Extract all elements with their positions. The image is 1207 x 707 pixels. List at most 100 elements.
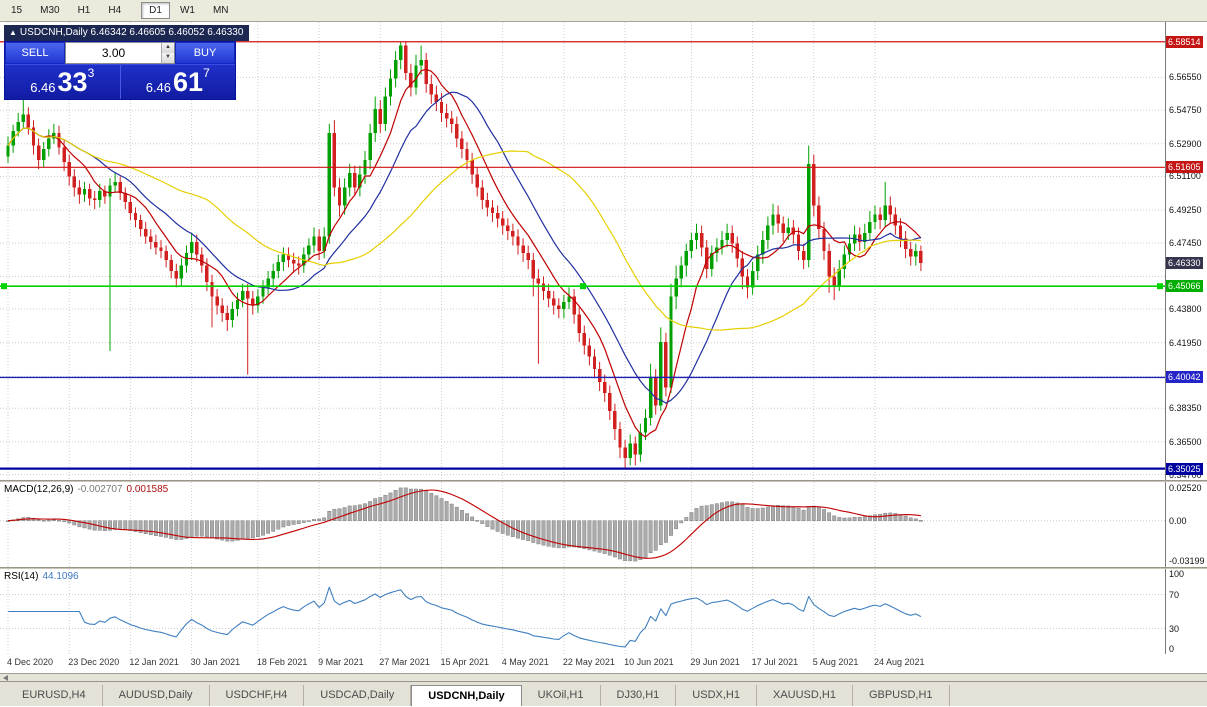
date-axis-corner — [1166, 654, 1206, 673]
scroll-left-icon[interactable] — [3, 675, 8, 681]
price-badge: 6.45066 — [1166, 280, 1203, 293]
price-label: 6.54750 — [1169, 105, 1202, 116]
timeframe-button-h4[interactable]: H4 — [108, 5, 122, 16]
price-label: 6.51100 — [1169, 171, 1201, 182]
rsi-axis-100: 100 — [1169, 569, 1185, 579]
sell-button[interactable]: SELL — [5, 42, 65, 64]
chart-area: ▲ USDCNH,Daily 6.46342 6.46605 6.46052 6.… — [0, 22, 1207, 681]
macd-axis-zero: 0.00 — [1169, 515, 1187, 526]
buy-price-sup: 7 — [203, 66, 210, 80]
timeframe-button-m30[interactable]: M30 — [40, 5, 60, 16]
tab-usdcnh-daily[interactable]: USDCNH,Daily — [411, 685, 522, 706]
rsi-name: RSI(14) — [4, 571, 39, 582]
tab-gbpusd-h1[interactable]: GBPUSD,H1 — [853, 685, 950, 706]
sell-price-big: 33 — [57, 67, 88, 97]
price-axis[interactable]: 6.56550 6.54750 6.52900 6.51100 6.49250 6.474… — [1166, 22, 1206, 480]
price-label: 6.49250 — [1169, 205, 1202, 216]
buy-price-big: 61 — [173, 67, 204, 97]
timeframe-button-d1[interactable]: D1 — [141, 2, 170, 19]
tab-xauusd-h1[interactable]: XAUUSD,H1 — [757, 685, 853, 706]
macd-axis-max: 0.02520 — [1169, 483, 1202, 493]
rsi-axis-30: 30 — [1169, 623, 1180, 634]
price-label: 6.43800 — [1169, 304, 1202, 315]
tab-usdcad-daily[interactable]: USDCAD,Daily — [304, 685, 412, 706]
main-chart-row: ▲ USDCNH,Daily 6.46342 6.46605 6.46052 6.… — [0, 22, 1207, 480]
date-label: 10 Jun 2021 — [624, 657, 674, 667]
date-label: 9 Mar 2021 — [318, 657, 364, 667]
date-label: 12 Jan 2021 — [129, 657, 179, 667]
macd-row: MACD(12,26,9) -0.002707 0.001585 0.02520 0.… — [0, 482, 1207, 567]
one-click-trading-panel: SELL 3.00 ▲ ▼ BUY 6.46 33 3 — [4, 41, 236, 100]
tab-usdx-h1[interactable]: USDX,H1 — [676, 685, 757, 706]
tab-dj30-h1[interactable]: DJ30,H1 — [601, 685, 677, 706]
macd-label: MACD(12,26,9) -0.002707 0.001585 — [4, 484, 168, 495]
tab-ukoil-h1[interactable]: UKOil,H1 — [522, 685, 601, 706]
tab-usdchf-h4[interactable]: USDCHF,H4 — [210, 685, 305, 706]
macd-signal-line — [7, 489, 921, 559]
timeframe-button-h1[interactable]: H1 — [77, 5, 91, 16]
scroll-strip[interactable] — [0, 673, 1207, 681]
sell-price[interactable]: 6.46 33 3 — [5, 65, 120, 99]
price-badge: 6.58514 — [1166, 35, 1203, 48]
main-plot[interactable]: ▲ USDCNH,Daily 6.46342 6.46605 6.46052 6.… — [0, 22, 1166, 480]
date-label: 5 Aug 2021 — [812, 657, 859, 667]
date-label: 15 Apr 2021 — [440, 657, 490, 667]
line-drag-handle[interactable] — [1157, 283, 1163, 290]
collapse-triangle-icon[interactable]: ▲ — [9, 28, 17, 37]
macd-main-value: -0.002707 — [77, 484, 123, 495]
date-label: 17 Jul 2021 — [751, 657, 799, 667]
rsi-axis: 100 70 30 0 — [1166, 569, 1206, 654]
buy-price-small: 6.46 — [145, 80, 172, 95]
buy-button[interactable]: BUY — [175, 42, 235, 64]
volume-down-icon[interactable]: ▼ — [162, 53, 174, 63]
rsi-plot[interactable]: RSI(14) 44.1096 — [0, 569, 1166, 654]
rsi-line — [8, 586, 922, 648]
chart-symbol-label: USDCNH,Daily — [19, 27, 88, 38]
volume-up-icon[interactable]: ▲ — [162, 43, 174, 53]
rsi-indicator — [0, 569, 1165, 654]
timeframe-toolbar: 15 M30 H1 H4 D1 W1 MN — [0, 0, 1207, 22]
panel-splitter-macd[interactable] — [0, 480, 1207, 482]
date-label: 23 Dec 2020 — [68, 657, 120, 667]
rsi-row: RSI(14) 44.1096 100 70 30 0 — [0, 569, 1207, 654]
macd-plot[interactable]: MACD(12,26,9) -0.002707 0.001585 — [0, 482, 1166, 567]
line-drag-handle[interactable] — [580, 283, 586, 290]
tab-audusd-daily[interactable]: AUDUSD,Daily — [103, 685, 210, 706]
trade-prices-row: 6.46 33 3 6.46 61 7 — [5, 64, 235, 99]
macd-histogram — [6, 487, 923, 562]
price-label: 6.38350 — [1169, 403, 1202, 414]
rsi-axis-70: 70 — [1169, 589, 1180, 600]
price-badge: 6.51605 — [1166, 161, 1203, 174]
date-axis[interactable]: 4 Dec 2020 23 Dec 2020 12 Jan 2021 30 Jan 2… — [0, 654, 1166, 673]
rsi-grid-layer — [0, 569, 1165, 654]
buy-price[interactable]: 6.46 61 7 — [121, 65, 236, 99]
volume-input[interactable]: 3.00 ▲ ▼ — [65, 42, 175, 64]
price-badge: 6.40042 — [1166, 371, 1203, 384]
timeframe-button-w1[interactable]: W1 — [179, 5, 195, 16]
date-label: 27 Mar 2021 — [379, 657, 430, 667]
panel-splitter-rsi[interactable] — [0, 567, 1207, 569]
price-divider — [119, 65, 121, 99]
date-label: 4 Dec 2020 — [7, 657, 54, 667]
timeframe-button-mn[interactable]: MN — [212, 5, 229, 16]
sell-price-small: 6.46 — [30, 80, 56, 95]
rsi-value: 44.1096 — [42, 571, 79, 582]
rsi-axis-0: 0 — [1169, 644, 1175, 654]
volume-spinner: ▲ ▼ — [161, 43, 174, 63]
macd-axis-min: -0.03199 — [1169, 556, 1205, 566]
line-drag-handle[interactable] — [1, 283, 7, 290]
macd-signal-value: 0.001585 — [126, 484, 169, 495]
volume-value[interactable]: 3.00 — [101, 46, 126, 60]
candles-layer — [6, 41, 923, 469]
price-badge: 6.35025 — [1166, 462, 1203, 475]
tab-eurusd-h4[interactable]: EURUSD,H4 — [6, 685, 103, 706]
date-label: 30 Jan 2021 — [190, 657, 241, 667]
sell-price-sup: 3 — [87, 66, 95, 80]
macd-indicator — [0, 482, 1165, 567]
timeframe-button-15[interactable]: 15 — [11, 5, 23, 16]
date-label: 24 Aug 2021 — [874, 657, 925, 667]
chart-title-strip: ▲ USDCNH,Daily 6.46342 6.46605 6.46052 6.… — [4, 25, 250, 41]
macd-axis: 0.02520 0.00 -0.03199 — [1166, 482, 1206, 567]
main-candle-chart[interactable] — [0, 22, 1166, 480]
